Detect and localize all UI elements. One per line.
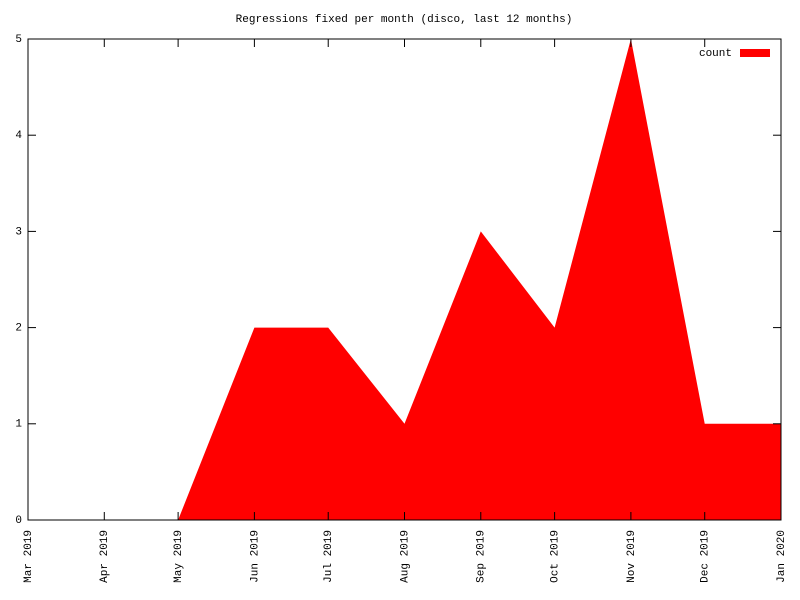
- x-tick-label: Oct 2019: [550, 530, 562, 583]
- x-tick-label: Sep 2019: [476, 530, 488, 583]
- x-tick-label: Dec 2019: [700, 530, 712, 583]
- x-tick-label: Mar 2019: [23, 530, 35, 583]
- y-tick-label: 2: [15, 323, 22, 335]
- legend-label: count: [699, 48, 732, 60]
- x-tick-label: May 2019: [173, 530, 185, 583]
- x-tick-label: Apr 2019: [99, 530, 111, 583]
- x-tick-label: Jul 2019: [323, 530, 335, 583]
- y-tick-label: 3: [15, 226, 22, 238]
- x-tick-label: Jan 2020: [776, 530, 788, 583]
- area: [28, 39, 781, 520]
- x-tick-label: Nov 2019: [626, 530, 638, 583]
- y-tick-label: 4: [15, 130, 22, 142]
- x-tick-label: Jun 2019: [249, 530, 261, 583]
- x-tick-label: Aug 2019: [399, 530, 411, 583]
- y-tick-label: 5: [15, 34, 22, 46]
- y-tick-label: 0: [15, 515, 22, 527]
- y-tick-label: 1: [15, 419, 22, 431]
- chart-title: Regressions fixed per month (disco, last…: [236, 14, 573, 26]
- legend-swatch: [740, 49, 770, 57]
